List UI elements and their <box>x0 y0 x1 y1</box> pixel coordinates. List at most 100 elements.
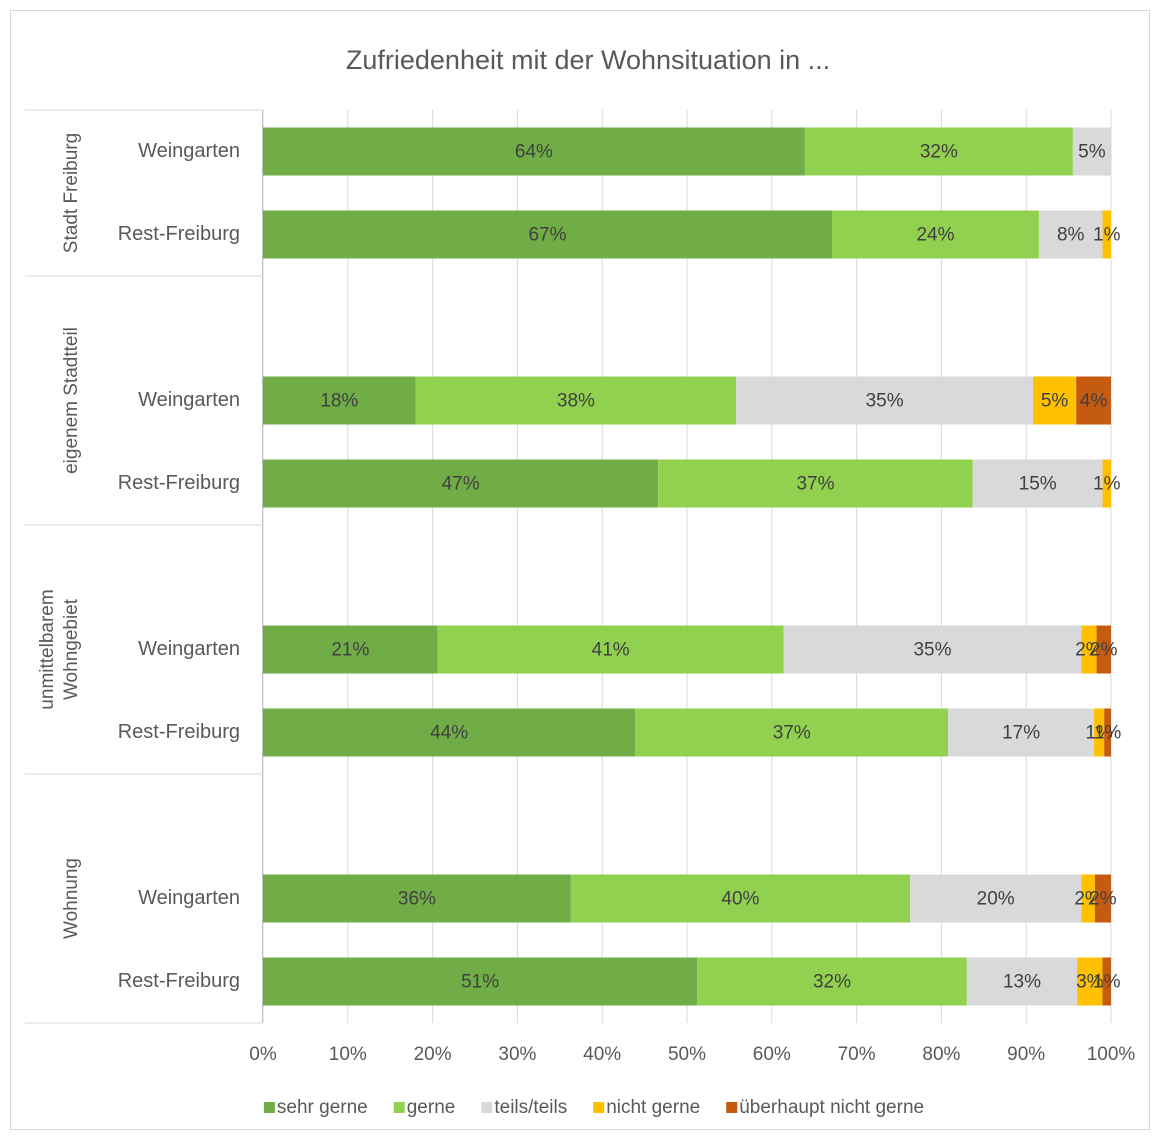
bar-segment <box>263 127 805 176</box>
bar-segment <box>966 957 1078 1006</box>
legend-label: teils/teils <box>494 1097 567 1118</box>
bar-segment <box>1104 708 1111 757</box>
x-tick-label: 60% <box>753 1044 791 1065</box>
legend-item: überhaupt nicht gerne <box>726 1097 924 1118</box>
legend-label: überhaupt nicht gerne <box>739 1097 924 1118</box>
bar-segment <box>783 625 1082 674</box>
bar-segment <box>804 127 1073 176</box>
bar-segment <box>263 708 636 757</box>
x-tick-label: 70% <box>838 1044 876 1065</box>
data-label: 32% <box>920 142 958 163</box>
data-label: 17% <box>1002 723 1040 744</box>
bar-segment <box>415 376 737 425</box>
category-label: Rest-Freiburg <box>118 472 240 494</box>
data-label: 44% <box>430 723 468 744</box>
bar-segment <box>263 957 698 1006</box>
x-tick-label: 30% <box>498 1044 536 1065</box>
legend-item: nicht gerne <box>593 1097 700 1118</box>
x-tick-label: 10% <box>329 1044 367 1065</box>
data-label: 1% <box>1093 225 1121 246</box>
bar-segment <box>635 708 949 757</box>
bar-segment <box>263 459 659 508</box>
bar-segment <box>910 874 1082 923</box>
data-label: 21% <box>331 640 369 661</box>
group-label: unmittelbarem <box>37 589 58 709</box>
group-label: Wohngebiet <box>61 598 82 700</box>
data-label: 47% <box>442 474 480 495</box>
bar-segment <box>1102 210 1111 259</box>
category-label: Rest-Freiburg <box>118 721 240 743</box>
chart-border <box>10 10 1150 1130</box>
legend-item: sehr gerne <box>263 1097 368 1118</box>
data-label: 35% <box>913 640 951 661</box>
legend-label: nicht gerne <box>606 1097 700 1118</box>
data-label: 38% <box>557 391 595 412</box>
legend-item: teils/teils <box>481 1097 567 1118</box>
data-label: 37% <box>796 474 834 495</box>
x-tick-label: 90% <box>1007 1044 1045 1065</box>
data-label: 3% <box>1076 972 1104 993</box>
data-label: 2% <box>1075 640 1103 661</box>
chart-title: Zufriedenheit mit der Wohnsituation in .… <box>346 45 830 75</box>
data-label: 5% <box>1041 391 1069 412</box>
bar-segment <box>697 957 967 1006</box>
category-label: Weingarten <box>138 389 240 411</box>
legend-swatch <box>393 1102 405 1113</box>
bar-segment <box>437 625 784 674</box>
category-label: Weingarten <box>138 140 240 162</box>
bar-segment <box>263 874 571 923</box>
bar-segment <box>1076 376 1111 425</box>
bar-segment <box>948 708 1095 757</box>
x-tick-label: 80% <box>922 1044 960 1065</box>
bar-segment <box>1081 625 1097 674</box>
bar-segment <box>658 459 973 508</box>
data-label: 41% <box>592 640 630 661</box>
bar-segment <box>832 210 1039 259</box>
bar-segment <box>1077 957 1103 1006</box>
category-label: Weingarten <box>138 887 240 909</box>
bar-segment <box>1094 874 1111 923</box>
group-label: eigenem Stadtteil <box>61 327 82 474</box>
data-label: 2% <box>1089 889 1117 910</box>
data-label: 13% <box>1003 972 1041 993</box>
data-label: 37% <box>773 723 811 744</box>
legend-label: sehr gerne <box>277 1097 368 1118</box>
group-label: Wohnung <box>61 858 82 939</box>
legend-swatch <box>263 1102 275 1113</box>
bar-segment <box>1102 957 1111 1006</box>
bar-segment <box>1081 874 1095 923</box>
data-label: 51% <box>461 972 499 993</box>
data-label: 67% <box>528 225 566 246</box>
bar-segment <box>1072 127 1111 176</box>
bar-segment <box>1094 708 1105 757</box>
data-label: 8% <box>1057 225 1085 246</box>
category-label: Rest-Freiburg <box>118 223 240 245</box>
legend-swatch <box>481 1102 493 1113</box>
data-label: 32% <box>813 972 851 993</box>
data-label: 36% <box>398 889 436 910</box>
bar-segment <box>263 625 438 674</box>
data-label: 1% <box>1094 723 1122 744</box>
x-tick-label: 40% <box>583 1044 621 1065</box>
data-label: 35% <box>866 391 904 412</box>
category-label: Rest-Freiburg <box>118 970 240 992</box>
data-label: 15% <box>1019 474 1057 495</box>
bar-segment <box>263 376 416 425</box>
data-label: 1% <box>1093 972 1121 993</box>
legend-swatch <box>726 1102 738 1113</box>
bar-segment <box>570 874 911 923</box>
data-label: 4% <box>1080 391 1108 412</box>
bar-segment <box>1032 376 1077 425</box>
data-label: 18% <box>320 391 358 412</box>
legend-label: gerne <box>407 1097 456 1118</box>
data-label: 20% <box>977 889 1015 910</box>
legend-swatch <box>593 1102 605 1113</box>
bar-segment <box>263 210 833 259</box>
bar-segment <box>1096 625 1111 674</box>
data-label: 40% <box>721 889 759 910</box>
legend-item: gerne <box>393 1097 456 1118</box>
data-label: 5% <box>1078 142 1106 163</box>
data-label: 64% <box>515 142 553 163</box>
group-label: Stadt Freiburg <box>61 133 82 253</box>
